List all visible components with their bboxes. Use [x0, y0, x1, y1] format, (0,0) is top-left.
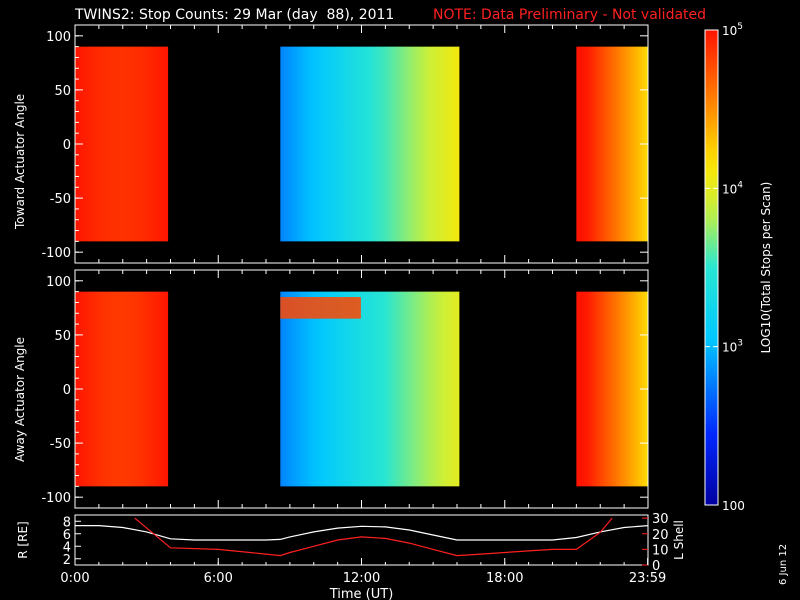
colorbar-tick-label: 104 — [722, 180, 743, 196]
toward-data-block-3 — [576, 46, 648, 242]
ephemeris-ytick-right-label: 10 — [652, 543, 669, 558]
ephemeris-xtick-label: 6:00 — [204, 571, 233, 586]
colorbar-tick-label: 105 — [722, 22, 743, 38]
colorbar-tick-label: 103 — [722, 339, 743, 355]
away-data-block-3 — [576, 291, 648, 487]
ephemeris-xtick-label: 0:00 — [60, 571, 89, 586]
ephemeris-xlabel: Time (UT) — [329, 587, 394, 600]
away-ytick-label: 100 — [46, 275, 71, 290]
ephemeris-xtick-label: 23:59 — [629, 571, 666, 586]
toward-data-block-2 — [280, 46, 460, 242]
toward-ytick-label: 100 — [46, 30, 71, 45]
ephemeris-ytick-right-label: 0 — [652, 559, 660, 574]
toward-ytick-label: -100 — [41, 246, 71, 261]
away-data-block-2 — [280, 291, 460, 487]
away-high-count-band — [280, 297, 361, 319]
ephemeris-ytick-left-label: 2 — [63, 553, 71, 568]
away-ytick-label: 50 — [54, 329, 71, 344]
away-data-block-1 — [75, 291, 169, 487]
date-stamp: 6 Jun 12 — [778, 543, 789, 585]
ephemeris-ylabel-left: R [RE] — [16, 521, 30, 558]
preliminary-note: NOTE: Data Preliminary - Not validated — [433, 7, 707, 23]
ephemeris-ytick-right-label: 20 — [652, 528, 669, 543]
chart-title: TWINS2: Stop Counts: 29 Mar (day 88), 20… — [75, 7, 395, 23]
r-series-line — [75, 524, 649, 541]
ephemeris-ytick-right-label: 30 — [652, 512, 669, 527]
toward-ytick-label: 50 — [54, 84, 71, 99]
toward-data-block-1 — [75, 46, 169, 242]
colorbar — [704, 29, 719, 506]
colorbar-tick-label: 100 — [722, 499, 745, 513]
toward-ytick-label: -50 — [50, 192, 71, 207]
ephemeris-ytick-left-label: 8 — [63, 515, 71, 530]
ephemeris-ytick-left-label: 6 — [63, 528, 71, 543]
ephemeris-ytick-left-label: 4 — [63, 540, 71, 555]
colorbar-label: LOG10(Total Stops per Scan) — [759, 182, 773, 354]
ephemeris-ylabel-right: L Shell — [672, 520, 686, 560]
l-shell-series-line — [134, 517, 613, 557]
away-ytick-label: 0 — [63, 383, 71, 398]
toward-ytick-label: 0 — [63, 138, 71, 153]
ephemeris-xtick-label: 18:00 — [486, 571, 523, 586]
ephemeris-xtick-label: 12:00 — [343, 571, 380, 586]
away-ytick-label: -50 — [50, 437, 71, 452]
away-ytick-label: -100 — [41, 491, 71, 506]
